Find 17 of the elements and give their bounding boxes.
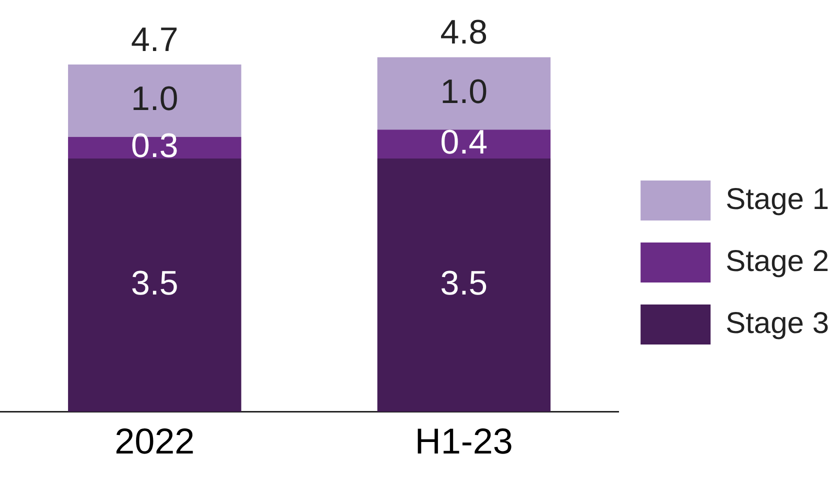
legend-label: Stage 3 xyxy=(726,306,830,340)
data-label: 1.0 xyxy=(440,72,488,111)
data-label: 3.5 xyxy=(440,264,488,303)
x-tick-label: 2022 xyxy=(114,420,195,462)
legend-label: Stage 1 xyxy=(726,182,830,216)
total-label: 4.7 xyxy=(131,20,178,59)
x-tick-label: H1-23 xyxy=(414,420,513,462)
total-label: 4.8 xyxy=(440,14,488,52)
legend-label: Stage 2 xyxy=(726,244,830,278)
bar xyxy=(68,158,242,412)
data-label: 3.5 xyxy=(131,264,178,303)
data-label: 0.3 xyxy=(131,127,178,166)
data-label: 0.4 xyxy=(440,123,488,162)
data-label: 1.0 xyxy=(131,80,178,118)
bar xyxy=(377,130,551,159)
bar xyxy=(377,57,551,130)
bar xyxy=(377,158,551,412)
